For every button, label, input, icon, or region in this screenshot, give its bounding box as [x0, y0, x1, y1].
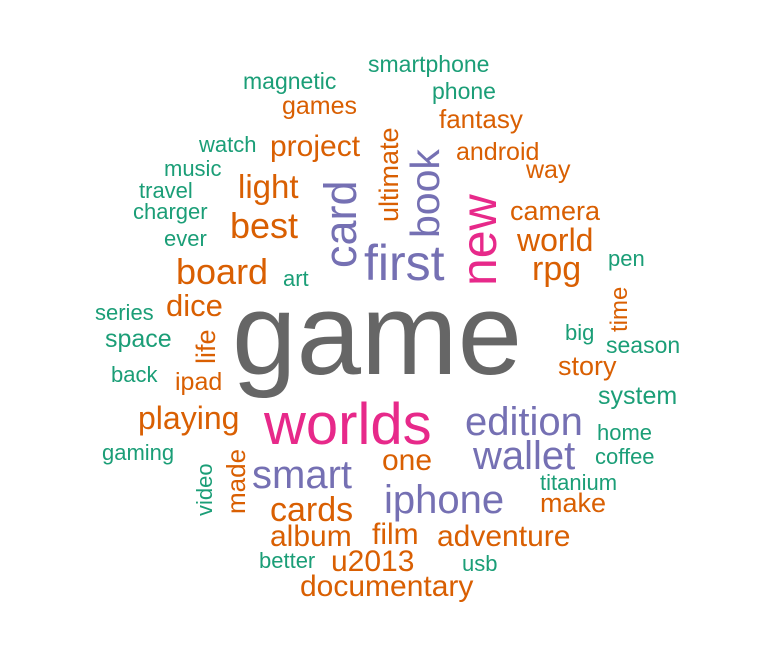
word-project: project [270, 130, 361, 163]
word-android: android [456, 138, 540, 166]
word-album: album [270, 520, 352, 553]
word-rpg: rpg [532, 250, 582, 288]
word-season: season [606, 332, 681, 358]
word-phone: phone [432, 78, 496, 104]
word-travel: travel [139, 178, 193, 203]
word-game: game [232, 269, 523, 399]
word-light: light [238, 168, 299, 205]
word-music: music [164, 156, 222, 181]
word-worlds: worlds [264, 392, 432, 457]
word-usb: usb [462, 551, 498, 576]
word-wallet: wallet [473, 434, 576, 478]
word-coffee: coffee [595, 444, 655, 469]
word-cards: cards [270, 491, 354, 529]
word-time: time [606, 286, 633, 332]
word-smartphone: smartphone [368, 51, 490, 77]
word-dice: dice [166, 288, 223, 323]
word-iphone: iphone [384, 478, 505, 522]
word-space: space [105, 325, 172, 353]
word-big: big [565, 320, 595, 345]
word-smart: smart [252, 453, 352, 497]
word-system: system [598, 382, 678, 410]
word-film: film [372, 518, 419, 551]
word-pen: pen [608, 246, 645, 271]
word-make: make [540, 488, 607, 518]
word-camera: camera [510, 196, 601, 226]
word-way: way [526, 156, 571, 184]
word-world: world [517, 222, 594, 258]
word-story: story [558, 351, 617, 381]
word-best: best [230, 205, 299, 246]
word-one: one [382, 444, 433, 477]
word-ipad: ipad [175, 368, 223, 396]
word-first: first [364, 235, 445, 291]
word-games: games [282, 92, 358, 120]
word-edition: edition [465, 400, 583, 444]
word-art: art [283, 266, 309, 291]
word-home: home [597, 420, 653, 445]
word-ultimate: ultimate [374, 127, 404, 222]
word-book: book [402, 149, 448, 238]
word-charger: charger [133, 199, 208, 224]
word-life: life [191, 329, 221, 364]
word-watch: watch [199, 132, 257, 157]
word-new: new [451, 194, 507, 286]
word-playing: playing [138, 400, 240, 436]
word-documentary: documentary [300, 570, 474, 603]
word-titanium: titanium [540, 470, 618, 495]
word-gaming: gaming [102, 440, 175, 465]
word-video: video [192, 463, 217, 516]
word-ever: ever [164, 226, 207, 251]
word-adventure: adventure [437, 520, 571, 553]
word-board: board [176, 251, 269, 292]
word-better: better [259, 548, 316, 573]
word-u2013: u2013 [331, 545, 415, 578]
word-magnetic: magnetic [243, 68, 337, 94]
word-card: card [315, 180, 366, 268]
word-made: made [221, 448, 251, 514]
word-series: series [95, 300, 154, 325]
word-fantasy: fantasy [439, 104, 523, 134]
word-back: back [111, 362, 158, 387]
